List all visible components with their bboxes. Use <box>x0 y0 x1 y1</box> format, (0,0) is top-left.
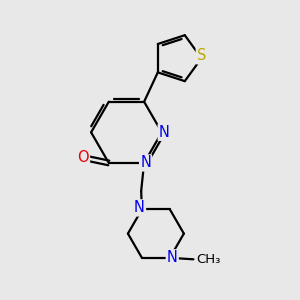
Text: N: N <box>134 200 145 215</box>
Text: N: N <box>140 155 151 170</box>
Text: S: S <box>197 48 206 63</box>
Text: CH₃: CH₃ <box>196 253 220 266</box>
Text: N: N <box>167 250 178 265</box>
Text: N: N <box>159 125 170 140</box>
Text: O: O <box>77 149 89 164</box>
